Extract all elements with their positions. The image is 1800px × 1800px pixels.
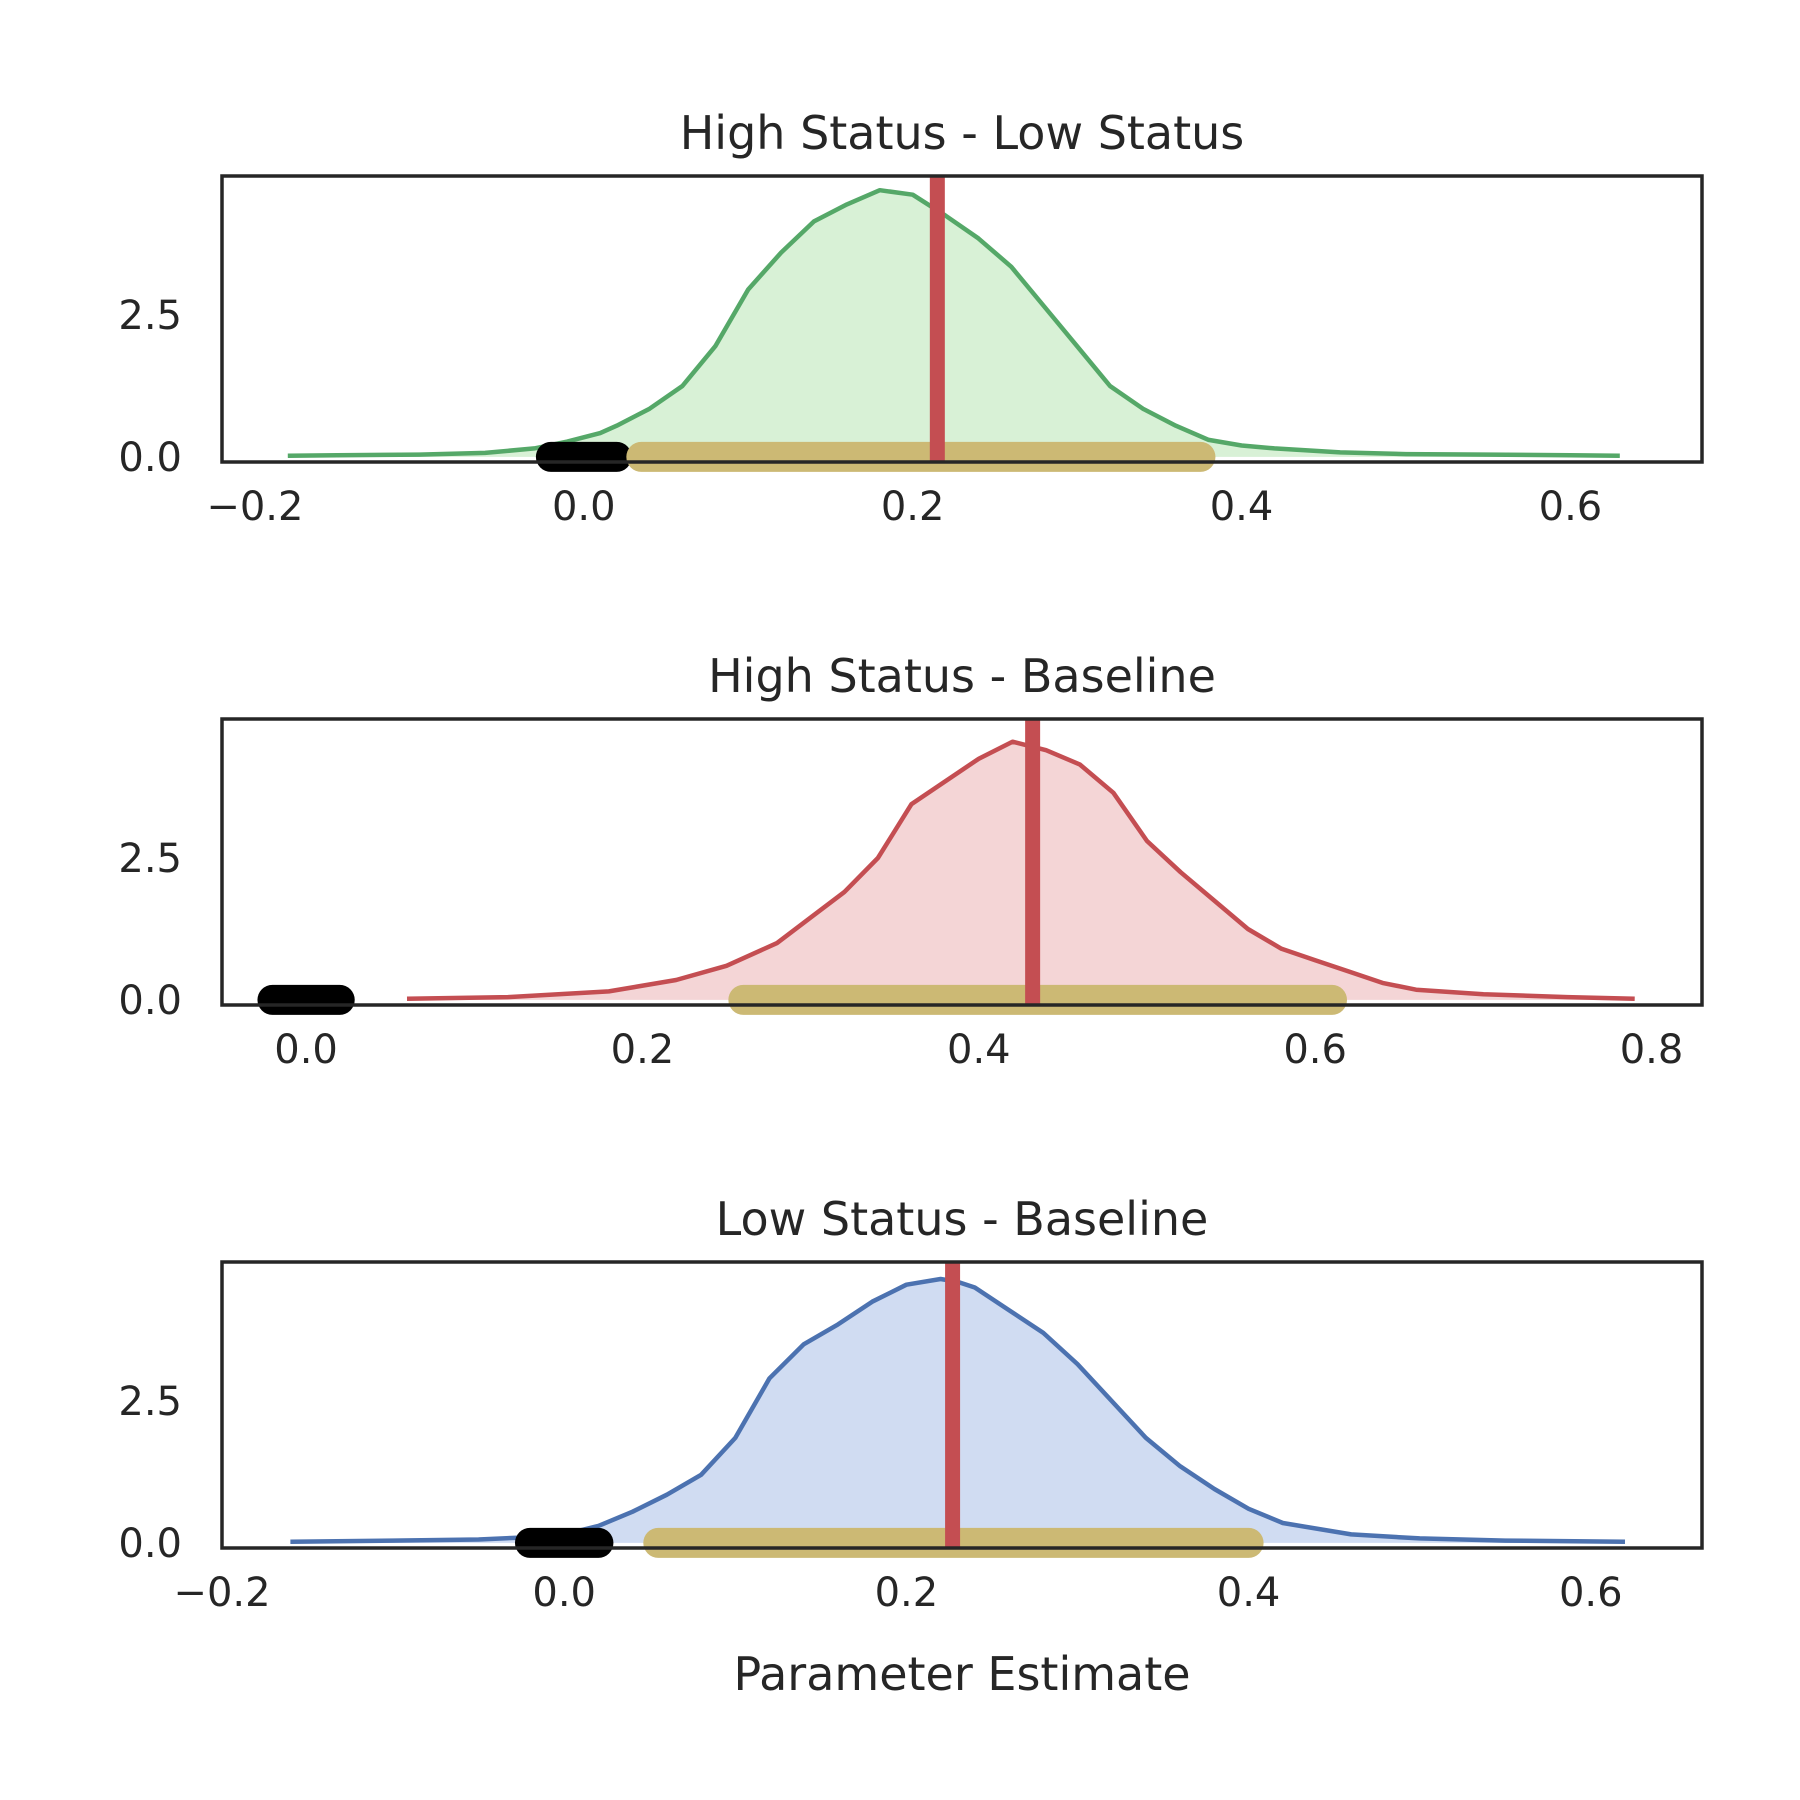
y-tick-label: 2.5 [118, 293, 182, 339]
axes-frame [220, 1260, 1704, 1550]
y-tick-label: 0.0 [118, 1521, 182, 1567]
x-tick-label: 0.0 [274, 1027, 338, 1073]
panel-2: High Status - Baseline 0.0 0.2 0.4 0.6 0.8 0.0… [118, 649, 1704, 1073]
panel-3: Low Status - Baseline−0.2 0.0 0.2 0.4 0.60.0… [118, 1192, 1704, 1701]
x-tick-label: 0.8 [1620, 1027, 1684, 1073]
density-line [406, 739, 1635, 1002]
panel-title: Low Status - Baseline [716, 1192, 1209, 1246]
x-tick-label: 0.6 [1283, 1027, 1347, 1073]
density-line [287, 187, 1620, 459]
density-fill [287, 190, 1620, 457]
panel-title: High Status - Baseline [708, 649, 1216, 703]
x-tick-label: 0.2 [611, 1027, 675, 1073]
panel-title: High Status - Low Status [680, 106, 1245, 160]
x-tick-label: 0.6 [1539, 484, 1603, 530]
x-axis-label: Parameter Estimate [733, 1647, 1190, 1701]
x-tick-label: 0.4 [1210, 484, 1274, 530]
x-tick-label: −0.2 [206, 484, 303, 530]
axes-frame [220, 717, 1704, 1007]
x-tick-label: 0.2 [881, 484, 945, 530]
x-tick-label: 0.0 [532, 1570, 596, 1616]
x-tick-label: 0.4 [947, 1027, 1011, 1073]
x-tick-label: 0.0 [552, 484, 616, 530]
y-tick-label: 0.0 [118, 435, 182, 481]
y-tick-label: 2.5 [118, 1379, 182, 1425]
x-tick-label: −0.2 [173, 1570, 270, 1616]
density-fill [407, 741, 1635, 1000]
y-tick-label: 0.0 [118, 978, 182, 1024]
y-tick-label: 2.5 [118, 836, 182, 882]
density-line [290, 1276, 1626, 1545]
x-tick-label: 0.6 [1559, 1570, 1623, 1616]
x-tick-label: 0.4 [1217, 1570, 1281, 1616]
axes-frame [220, 174, 1704, 464]
x-tick-label: 0.2 [875, 1570, 939, 1616]
panel-1: High Status - Low Status −0.2 0.0 0.2 0.4 0.6… [118, 106, 1704, 530]
